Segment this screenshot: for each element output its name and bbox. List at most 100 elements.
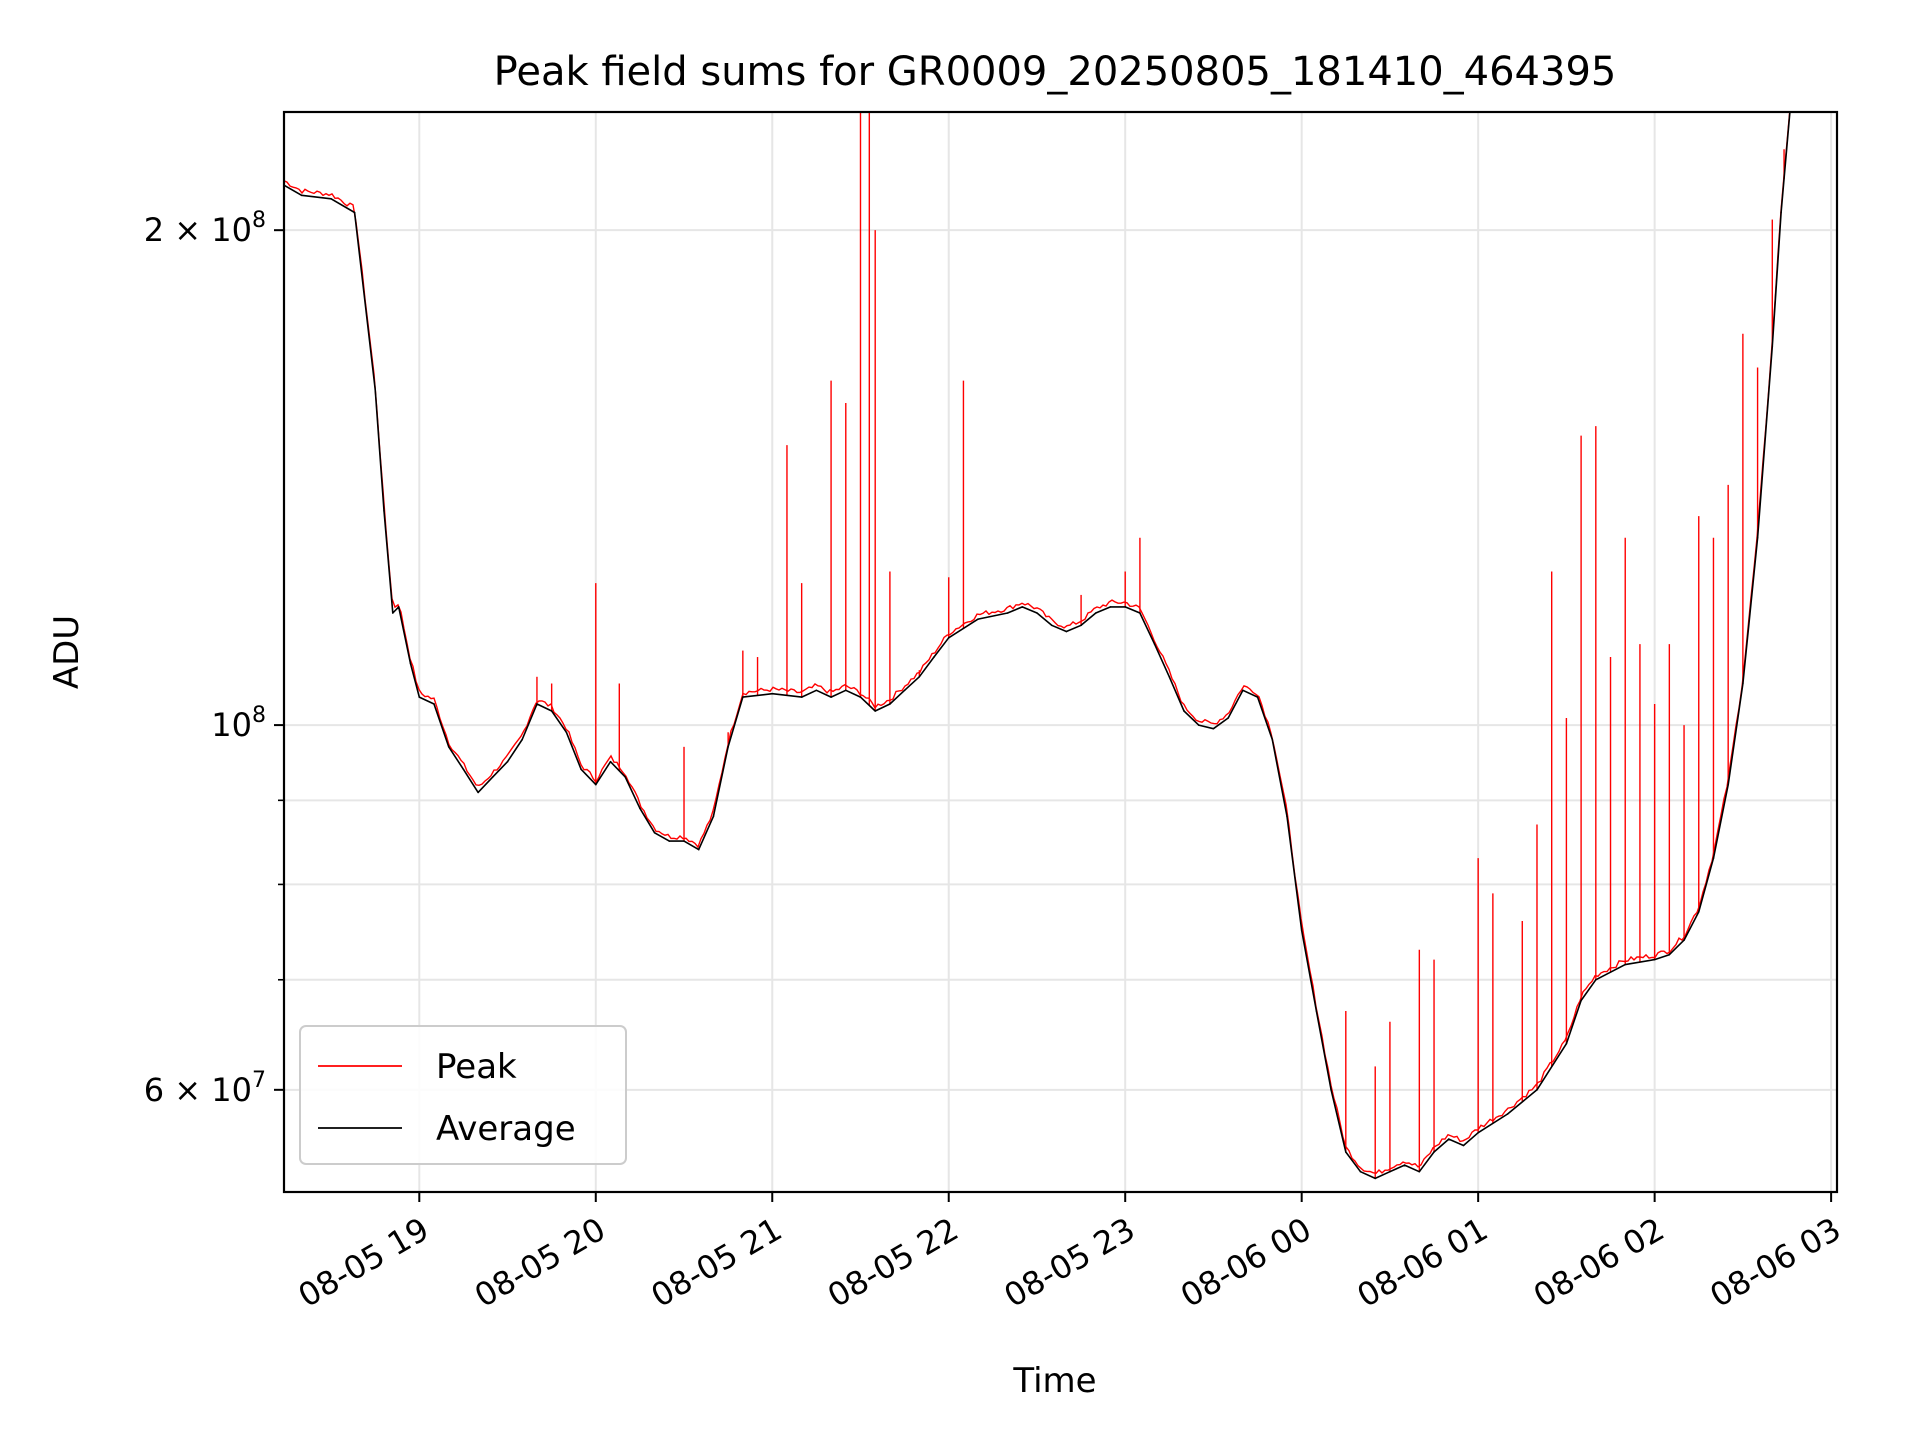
average-data-point <box>1227 717 1229 719</box>
average-data-point <box>933 656 935 658</box>
average-data-point <box>1403 1164 1406 1166</box>
average-data-point <box>506 760 509 763</box>
average-data-point <box>462 768 465 771</box>
average-data-point <box>1330 1089 1332 1091</box>
average-data-point <box>383 510 385 512</box>
grid-lines <box>284 112 1837 1192</box>
average-data-point <box>1080 624 1082 627</box>
average-data-point <box>1756 536 1759 539</box>
average-data-point <box>418 696 421 698</box>
average-data-point <box>1389 1170 1391 1173</box>
average-data-point <box>1139 612 1141 614</box>
average-data-point <box>409 662 412 665</box>
average-data-point <box>1286 815 1288 818</box>
average-data-point <box>1506 1113 1509 1115</box>
x-axis-label: Time <box>1012 1361 1096 1401</box>
average-data-point <box>697 848 700 851</box>
legend: Peak Average <box>299 1025 627 1165</box>
average-data-point <box>536 703 538 705</box>
average-data-point <box>639 807 641 810</box>
average-data-point <box>1742 682 1744 685</box>
average-data-point <box>1345 1151 1347 1153</box>
y-tick-label-exponent: 7 <box>252 1068 266 1093</box>
average-data-point <box>330 197 332 200</box>
average-data-point <box>800 696 803 698</box>
average-data-point <box>1036 612 1038 614</box>
average-data-point <box>594 783 597 786</box>
average-data-point <box>1780 211 1782 214</box>
average-data-point <box>1418 1170 1421 1173</box>
average-data-point <box>844 689 847 692</box>
average-data-point <box>1359 1170 1362 1173</box>
average-data-point <box>815 689 818 692</box>
y-tick-label: 6 × 107 <box>144 1068 266 1109</box>
average-data-point <box>300 194 303 197</box>
average-data-point <box>1668 953 1671 956</box>
y-tick-label-exponent: 8 <box>252 703 266 728</box>
average-data-point <box>1712 857 1715 859</box>
y-tick-label-base: 2 × 10 <box>144 211 252 249</box>
average-data-point <box>903 689 906 692</box>
average-data-point <box>1624 963 1627 966</box>
average-data-point <box>1242 689 1244 692</box>
average-data-point <box>374 388 376 391</box>
chart-title: Peak field sums for GR0009_20250805_1814… <box>494 49 1617 95</box>
average-data-point <box>712 815 715 818</box>
average-data-point <box>353 211 356 214</box>
plot-series <box>284 112 1837 1180</box>
average-data-point <box>1315 1010 1318 1012</box>
average-data-point <box>550 710 553 712</box>
average-data-point <box>1256 696 1259 698</box>
average-data-point <box>1595 978 1597 981</box>
average-data-point <box>433 703 435 705</box>
average-data-point <box>1462 1144 1465 1147</box>
average-data-point <box>1565 1042 1568 1045</box>
y-tick-label-base: 10 <box>211 706 252 744</box>
average-data-point <box>477 791 479 794</box>
average-data-point <box>653 831 656 834</box>
y-tick-label-base: 6 × 10 <box>144 1071 252 1109</box>
average-data-point <box>1271 738 1274 741</box>
legend-label-average: Average <box>436 1109 576 1149</box>
average-data-point <box>1536 1089 1538 1091</box>
average-data-point <box>397 606 400 608</box>
average-data-point <box>1300 929 1303 932</box>
average-data-point <box>1374 1177 1377 1180</box>
average-data-point <box>977 618 979 620</box>
average-data-point <box>683 840 685 842</box>
average-data-point <box>580 768 582 771</box>
average-data-point <box>742 696 744 698</box>
average-data-point <box>1124 606 1127 608</box>
y-tick-label: 2 × 108 <box>144 208 266 249</box>
average-data-point <box>947 637 950 639</box>
average-data-point <box>1697 910 1700 913</box>
average-data-point <box>771 692 774 695</box>
average-data-point <box>874 710 876 712</box>
average-data-point <box>492 776 494 778</box>
average-data-point <box>889 703 891 705</box>
average-data-point <box>1433 1151 1435 1153</box>
average-data-point <box>1683 939 1685 941</box>
average-data-point <box>1050 624 1053 627</box>
average-data-point <box>521 738 524 741</box>
y-tick-label-exponent: 8 <box>252 208 266 233</box>
average-data-point <box>830 696 832 698</box>
peak-series-line <box>284 112 1791 1175</box>
average-data-point <box>668 840 671 842</box>
average-data-point <box>1477 1131 1479 1134</box>
average-data-point <box>1153 643 1156 645</box>
average-data-point <box>565 731 568 734</box>
legend-box <box>299 1025 627 1165</box>
average-data-point <box>609 760 612 763</box>
average-data-point <box>624 776 626 778</box>
average-data-point <box>1006 612 1009 614</box>
plot-frame <box>282 110 1839 1194</box>
average-data-point <box>1197 724 1200 726</box>
average-data-point <box>1727 783 1729 786</box>
average-data-point <box>1109 606 1112 608</box>
average-data-point <box>727 746 729 748</box>
y-axis-label: ADU <box>47 615 87 689</box>
average-data-point <box>1094 612 1097 614</box>
